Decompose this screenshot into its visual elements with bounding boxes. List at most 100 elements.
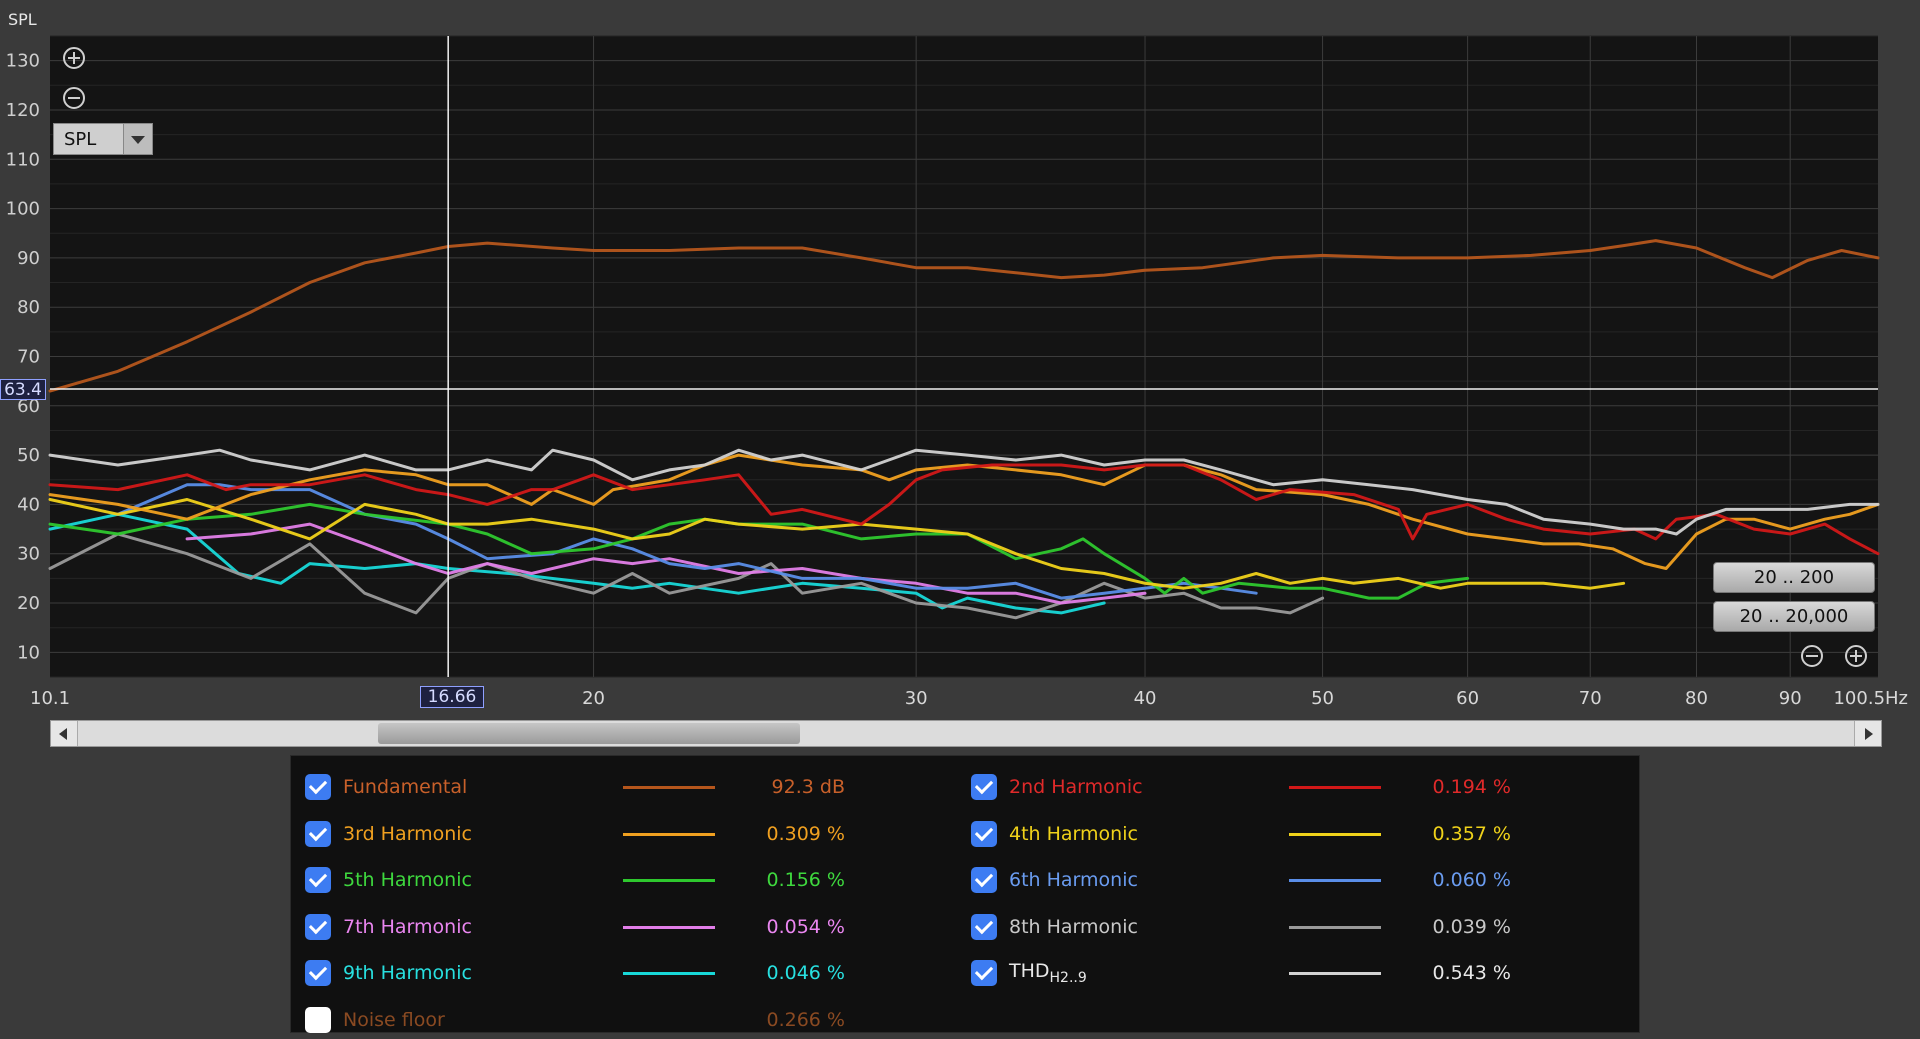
legend-swatch [623,972,715,975]
legend-value: 0.054 % [766,915,846,938]
x-tick-label: 90 [1779,688,1802,709]
legend-item: THDH2..9 0.543 % [971,958,1531,988]
cursor-x-readout: 16.66 [420,686,484,708]
x-tick-label: 100.5Hz [1833,688,1908,709]
legend-item: 5th Harmonic 0.156 % [305,865,865,895]
checkbox-checked-icon[interactable] [971,960,997,986]
checkbox-checked-icon[interactable] [305,820,331,847]
checkbox-checked-icon[interactable] [305,913,331,940]
axis-selector-value: SPL [64,128,97,150]
legend-item: Fundamental 92.3 dB [305,772,865,802]
series-9th-harmonic [48,512,1106,615]
series-3rd-harmonic [48,453,1880,570]
y-tick-label: 90 [17,248,40,269]
y-axis-title: SPL [8,10,37,29]
legend-item: 4th Harmonic 0.357 % [971,819,1531,849]
legend-label: 8th Harmonic [1009,915,1138,938]
scroll-right-icon[interactable] [1854,721,1881,746]
legend-item: 7th Harmonic 0.054 % [305,912,865,942]
checkbox-checked-icon[interactable] [971,867,997,893]
legend-swatch [623,832,715,836]
checkbox-checked-icon[interactable] [305,867,331,893]
range-20-20000-button[interactable]: 20 .. 20,000 [1713,601,1875,632]
legend-label: Noise floor [343,1008,445,1031]
legend-swatch [1289,972,1381,975]
zoom-out-icon[interactable] [63,87,85,109]
axis-selector[interactable]: SPL [53,123,153,155]
legend-label: 4th Harmonic [1009,822,1138,845]
y-tick-label: 40 [17,494,40,515]
legend-swatch [623,879,715,882]
legend-item: 3rd Harmonic 0.309 % [305,819,865,849]
y-tick-label: 70 [17,347,40,368]
series-6th-harmonic [116,483,1258,600]
checkbox-unchecked-icon[interactable] [305,1006,331,1033]
y-tick-label: 130 [6,51,40,72]
y-tick-label: 80 [17,297,40,318]
cursor-y-readout: 63.4 [0,379,46,400]
legend-swatch [623,786,715,789]
legend-item: 6th Harmonic 0.060 % [971,865,1531,895]
range-20-200-button[interactable]: 20 .. 200 [1713,562,1875,593]
x-tick-label: 80 [1685,688,1708,709]
checkbox-checked-icon[interactable] [305,960,331,986]
series-fundamental [48,239,1880,393]
series-4th-harmonic [48,498,1626,590]
x-tick-label: 60 [1456,688,1479,709]
horizontal-scrollbar[interactable] [50,720,1882,747]
checkbox-checked-icon[interactable] [971,820,997,847]
legend-label: 9th Harmonic [343,962,472,984]
y-tick-label: 20 [17,593,40,614]
scroll-thumb[interactable] [378,723,800,744]
x-tick-label: 50 [1311,688,1334,709]
legend-value: 92.3 dB [771,776,845,798]
legend-item: 9th Harmonic 0.046 % [305,958,865,988]
legend-item: 8th Harmonic 0.039 % [971,912,1531,942]
legend-label: 2nd Harmonic [1009,776,1143,798]
legend-swatch [1289,786,1381,789]
legend-value: 0.060 % [1432,869,1512,891]
legend-value: 0.309 % [766,822,846,845]
legend-value: 0.357 % [1432,822,1512,845]
scroll-left-icon[interactable] [51,721,78,746]
legend-swatch [1289,925,1381,929]
series-thd [48,448,1880,536]
legend-label: 3rd Harmonic [343,822,472,845]
zoom-in-icon[interactable] [63,47,85,69]
legend-label: THDH2..9 [1009,960,1087,986]
legend-label: 5th Harmonic [343,869,472,891]
y-tick-label: 110 [6,149,40,170]
x-tick-label: 70 [1579,688,1602,709]
legend-value: 0.156 % [766,869,846,891]
chart-svg: 10 20 30 40 50 60 70 80 90 100 110 120 130 10.1 20 30 40… [6,35,1908,709]
y-tick-label: 60 [17,396,40,417]
legend-label-subscript: H2..9 [1049,969,1087,986]
legend-value: 0.543 % [1432,962,1512,984]
y-tick-label: 30 [17,544,40,565]
legend-value: 0.039 % [1432,915,1512,938]
chevron-down-icon[interactable] [123,124,152,154]
legend-swatch [1289,832,1381,836]
series-7th-harmonic [185,522,1147,605]
y-tick-label: 50 [17,445,40,466]
x-zoom-in-icon[interactable] [1845,645,1867,667]
checkbox-checked-icon[interactable] [971,913,997,940]
x-tick-label: 10.1 [30,688,70,709]
x-tick-label: 30 [905,688,928,709]
legend-swatch [1289,879,1381,882]
legend-swatch [623,925,715,929]
x-tick-label: 40 [1134,688,1157,709]
legend-value: 0.046 % [766,962,846,984]
x-zoom-out-icon[interactable] [1801,645,1823,667]
series-5th-harmonic [48,502,1470,600]
series-2nd-harmonic [48,463,1880,556]
checkbox-checked-icon[interactable] [971,774,997,800]
x-tick-label: 20 [582,688,605,709]
y-tick-label: 100 [6,199,40,220]
legend-label: 7th Harmonic [343,915,472,938]
checkbox-checked-icon[interactable] [305,774,331,800]
legend-item: 2nd Harmonic 0.194 % [971,772,1531,802]
legend-value: 0.266 % [766,1008,846,1031]
legend-label: 6th Harmonic [1009,869,1138,891]
legend-item: Noise floor 0.266 % [305,1005,865,1035]
